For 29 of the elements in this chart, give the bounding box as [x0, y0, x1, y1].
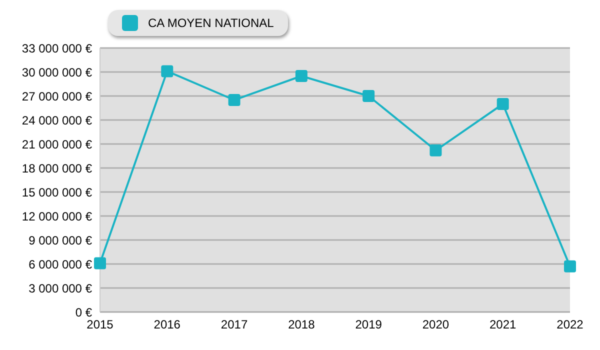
point — [295, 70, 308, 82]
legend-label: CA MOYEN NATIONAL — [148, 16, 274, 30]
point — [94, 257, 106, 270]
y-tick-label: 33 000 000 € — [22, 41, 92, 56]
x-tick-label: 2022 — [556, 318, 584, 332]
y-tick-label: 12 000 000 € — [22, 209, 92, 224]
y-tick-label: 3 000 000 € — [28, 281, 92, 296]
y-tick-label: 9 000 000 € — [28, 233, 92, 248]
x-tick-label: 2019 — [355, 318, 382, 332]
point — [161, 65, 174, 78]
point — [430, 144, 442, 156]
point — [228, 94, 240, 106]
y-tick-label: 27 000 000 € — [22, 89, 92, 104]
x-tick-label: 2016 — [154, 318, 181, 332]
x-tick-label: 2021 — [490, 318, 517, 332]
y-tick-label: 18 000 000 € — [22, 161, 92, 176]
x-tick-label: 2020 — [422, 318, 450, 332]
y-tick-label: 21 000 000 € — [22, 137, 92, 152]
y-tick-label: 15 000 000 € — [22, 185, 92, 200]
y-tick-label: 0 € — [75, 305, 92, 320]
y-tick-label: 24 000 000 € — [22, 113, 92, 128]
y-tick-label: 6 000 000 € — [28, 257, 92, 272]
y-tick-label: 30 000 000 € — [22, 65, 92, 80]
point — [362, 90, 375, 102]
x-tick-label: 2018 — [288, 318, 316, 332]
x-tick-label: 2017 — [220, 318, 248, 332]
x-tick-label: 2015 — [86, 318, 114, 332]
point — [496, 98, 509, 110]
point — [564, 260, 576, 272]
